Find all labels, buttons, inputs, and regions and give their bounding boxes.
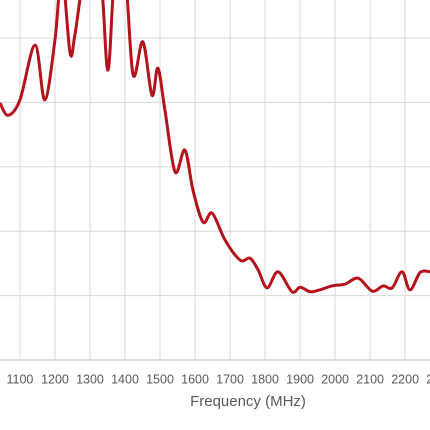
x-tick-label: 1900 bbox=[286, 372, 314, 386]
x-axis-title: Frequency (MHz) bbox=[190, 393, 306, 410]
x-tick-label: 2200 bbox=[391, 372, 419, 386]
x-tick-label: 1600 bbox=[181, 372, 209, 386]
data-line bbox=[0, 0, 430, 294]
x-tick-label: 1700 bbox=[216, 372, 244, 386]
x-tick-label: 1400 bbox=[111, 372, 139, 386]
x-tick-label: 1200 bbox=[41, 372, 69, 386]
x-tick-label: 2100 bbox=[356, 372, 384, 386]
x-tick-label: 2300 bbox=[426, 372, 430, 386]
x-tick-label: 2000 bbox=[321, 372, 349, 386]
x-tick-label: 1100 bbox=[7, 372, 34, 386]
x-tick-label: 1800 bbox=[251, 372, 279, 386]
x-tick-label: 1500 bbox=[146, 372, 174, 386]
x-tick-label: 1300 bbox=[76, 372, 104, 386]
